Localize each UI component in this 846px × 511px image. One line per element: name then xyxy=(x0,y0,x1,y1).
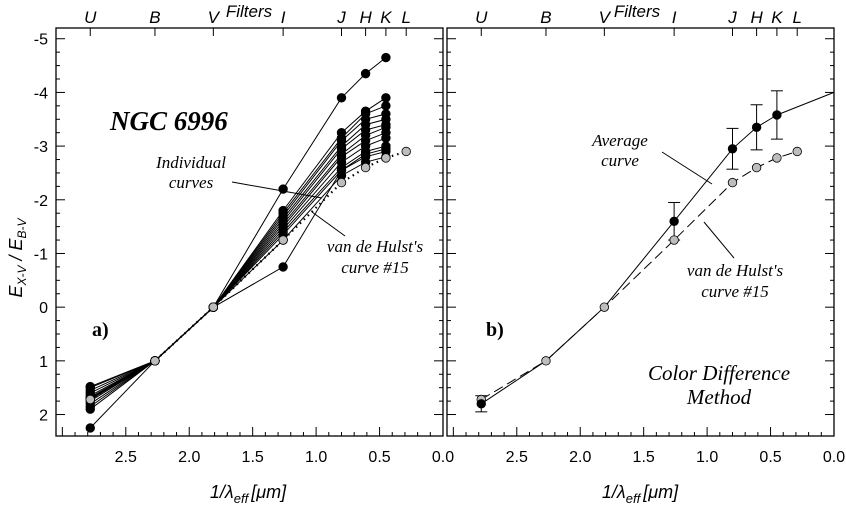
panel-a-y-tick-label: -4 xyxy=(34,85,48,102)
panel-a-y-tick-label: -2 xyxy=(34,193,48,210)
panel-a-vdh-line2: curve #15 xyxy=(341,258,409,277)
panel-a-reference-point xyxy=(208,302,219,312)
panel-b-filter-label: L xyxy=(792,8,801,27)
panel-a-reference-point xyxy=(85,394,95,405)
panel-b-filter-label: H xyxy=(750,8,763,27)
panel-a-point xyxy=(381,93,391,103)
panel-b-average-extension xyxy=(776,91,835,116)
panel-b-frame xyxy=(446,27,835,437)
panel-a-reference-point xyxy=(278,235,288,245)
panel-a-filter-label: H xyxy=(359,8,372,27)
panel-b-x-tick-label: 1.5 xyxy=(633,449,655,466)
panel-a-x-tick-label: 1.0 xyxy=(305,449,327,466)
panel-a-reference-point xyxy=(381,153,391,163)
panel-a-individual-line1: Individual xyxy=(155,153,226,172)
panel-a-title: NGC 6996 xyxy=(109,106,228,136)
panel-b-reference-point xyxy=(599,302,610,312)
panel-a-y-tick-label: 2 xyxy=(39,408,48,425)
panel-a-point xyxy=(336,165,347,175)
panel-a-x-tick-label: 0.0 xyxy=(432,449,454,466)
panel-b-filter-label: V xyxy=(599,8,612,27)
panel-a-reference-point xyxy=(360,162,371,173)
panel-a-point xyxy=(85,423,95,433)
panel-a-point xyxy=(360,68,371,79)
panel-a-point xyxy=(336,93,347,103)
panel-a-filter-label: L xyxy=(401,8,410,27)
panel-b-x-tick-label: 2.0 xyxy=(569,449,591,466)
panel-b-average-point xyxy=(476,399,486,409)
panel-a-reference-point xyxy=(401,146,411,157)
panel-b-filter-label: K xyxy=(771,8,783,27)
panel-b-filter-label: B xyxy=(540,8,551,27)
panel-b-reference-point xyxy=(669,235,679,245)
panel-a-point xyxy=(360,149,371,159)
panel-a-point xyxy=(381,144,391,154)
panel-b-reference-point xyxy=(727,177,738,188)
panel-a-filter-label: I xyxy=(281,8,286,27)
panel-b-leader-average xyxy=(661,151,713,185)
panel-b-filter-label: I xyxy=(672,8,677,27)
panel-a-filters-title: Filters xyxy=(226,2,273,21)
panel-b-average-point xyxy=(751,122,762,133)
panel-a-x-tick-label: 2.0 xyxy=(178,449,200,466)
panel-b-reference-point xyxy=(772,153,782,163)
panel-a-y-tick-label: -5 xyxy=(34,32,48,49)
panel-b-filter-label: U xyxy=(475,8,488,27)
panel-a-x-tick-label: 0.5 xyxy=(368,449,390,466)
panel-b-vdh-line1: van de Hulst's xyxy=(687,261,784,280)
panel-a-y-tick-label: -3 xyxy=(34,139,48,156)
panel-b-label: b) xyxy=(486,319,504,341)
panel-a-y-tick-label: 1 xyxy=(39,354,48,371)
panel-b-leader-vdh xyxy=(703,221,735,259)
panel-a-reference-point xyxy=(150,356,160,366)
panel-a-point xyxy=(381,133,391,143)
panel-a-individual-line2: curves xyxy=(169,173,214,192)
panel-a-point xyxy=(381,101,391,111)
panel-b-reference-point xyxy=(751,162,762,173)
panel-b-average-line1: Average xyxy=(591,131,648,150)
panel-b-average-point xyxy=(669,216,679,226)
panel-a-point xyxy=(85,381,95,392)
panel-a-reference-point xyxy=(336,177,347,188)
panel-b-reference-point xyxy=(541,356,551,366)
svg-text:EX-V / EB-V: EX-V / EB-V xyxy=(6,217,29,297)
panel-a-leader-vdh xyxy=(311,211,346,237)
y-axis-title: EX-V / EB-V xyxy=(6,217,29,297)
panel-a-leader-individual xyxy=(231,181,323,199)
panel-b: 2.5 2.0 1.5 1.0 0.5 0.0 U B V I J H K L xyxy=(446,8,845,466)
panel-b-x-axis-title: 1/λeff [μm] xyxy=(602,482,679,506)
panel-a-filter-label: V xyxy=(208,8,221,27)
panel-b-x-tick-label: 1.0 xyxy=(696,449,718,466)
panel-a-filter-label: U xyxy=(84,8,97,27)
panel-b-average-point xyxy=(772,110,782,120)
panel-a-filter-label: J xyxy=(336,8,346,27)
panel-a-filter-label: B xyxy=(149,8,160,27)
panel-b-method-line2: Method xyxy=(686,385,752,409)
panel-b-filters-title: Filters xyxy=(614,2,661,21)
panel-b-x-tick-label: 2.5 xyxy=(506,449,528,466)
panel-a-point xyxy=(381,52,391,63)
panel-b-reference-point xyxy=(792,146,802,157)
panel-b-vdh-line2: curve #15 xyxy=(701,282,769,301)
panel-a-label: a) xyxy=(92,319,109,341)
panel-a-x-tick-label: 2.5 xyxy=(115,449,137,466)
panel-b-average-point xyxy=(727,144,738,154)
panel-a-y-tick-label: -1 xyxy=(34,246,48,263)
panel-b-x-tick-label: 0.5 xyxy=(759,449,781,466)
panel-a-y-tick-label: 0 xyxy=(39,300,48,317)
panel-a-vdh-line1: van de Hulst's xyxy=(327,237,424,256)
panel-a-x-axis-title: 1/λeff [μm] xyxy=(210,482,287,506)
panel-a-x-tick-label: 1.5 xyxy=(242,449,264,466)
panel-a-frame xyxy=(55,27,444,437)
panel-a-point xyxy=(278,262,288,272)
panel-b-method-line1: Color Difference xyxy=(648,361,790,385)
panel-b-average-line2: curve xyxy=(601,151,639,170)
panel-b-filter-label: J xyxy=(727,8,737,27)
panel-a: 2.5 2.0 1.5 1.0 0.5 0.0 -5 -4 -3 -2 -1 0 1 2 U B V I J H K L xyxy=(34,8,454,466)
panel-a-filter-label: K xyxy=(380,8,392,27)
panel-b-x-tick-label: 0.0 xyxy=(823,449,845,466)
